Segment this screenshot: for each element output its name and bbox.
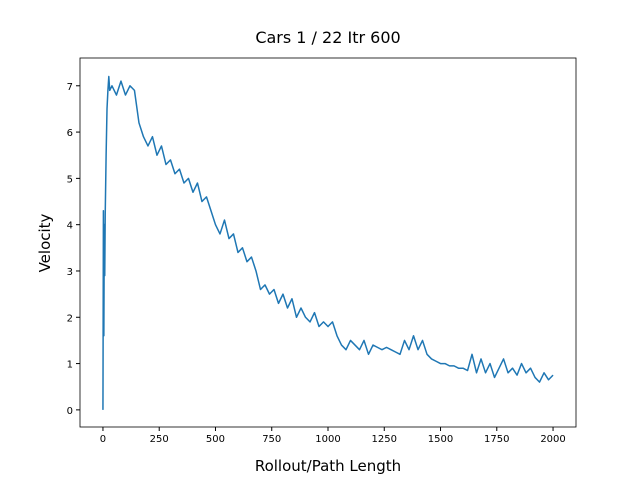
x-tick-label: 1000 [315,434,340,445]
x-tick-label: 1500 [428,434,453,445]
y-axis-label: Velocity [36,213,54,272]
x-tick-label: 1750 [484,434,509,445]
x-tick-label: 0 [100,434,106,445]
data-line [102,75,554,410]
plot-frame [79,57,577,428]
y-tick-label: 5 [67,174,73,185]
x-tick-label: 500 [206,434,225,445]
y-tick-label: 1 [67,360,73,371]
x-tick-label: 1250 [372,434,397,445]
y-tick-label: 6 [67,128,73,139]
y-tick-label: 4 [67,221,73,232]
x-tick-label: 2000 [540,434,565,445]
x-tick-label: 750 [262,434,281,445]
x-axis-label: Rollout/Path Length [255,457,401,475]
y-tick-label: 7 [67,82,73,93]
y-tick-label: 0 [67,406,73,417]
y-tick-label: 3 [67,267,73,278]
x-tick-label: 250 [150,434,169,445]
chart-title: Cars 1 / 22 Itr 600 [255,28,400,47]
y-tick-label: 2 [67,313,73,324]
